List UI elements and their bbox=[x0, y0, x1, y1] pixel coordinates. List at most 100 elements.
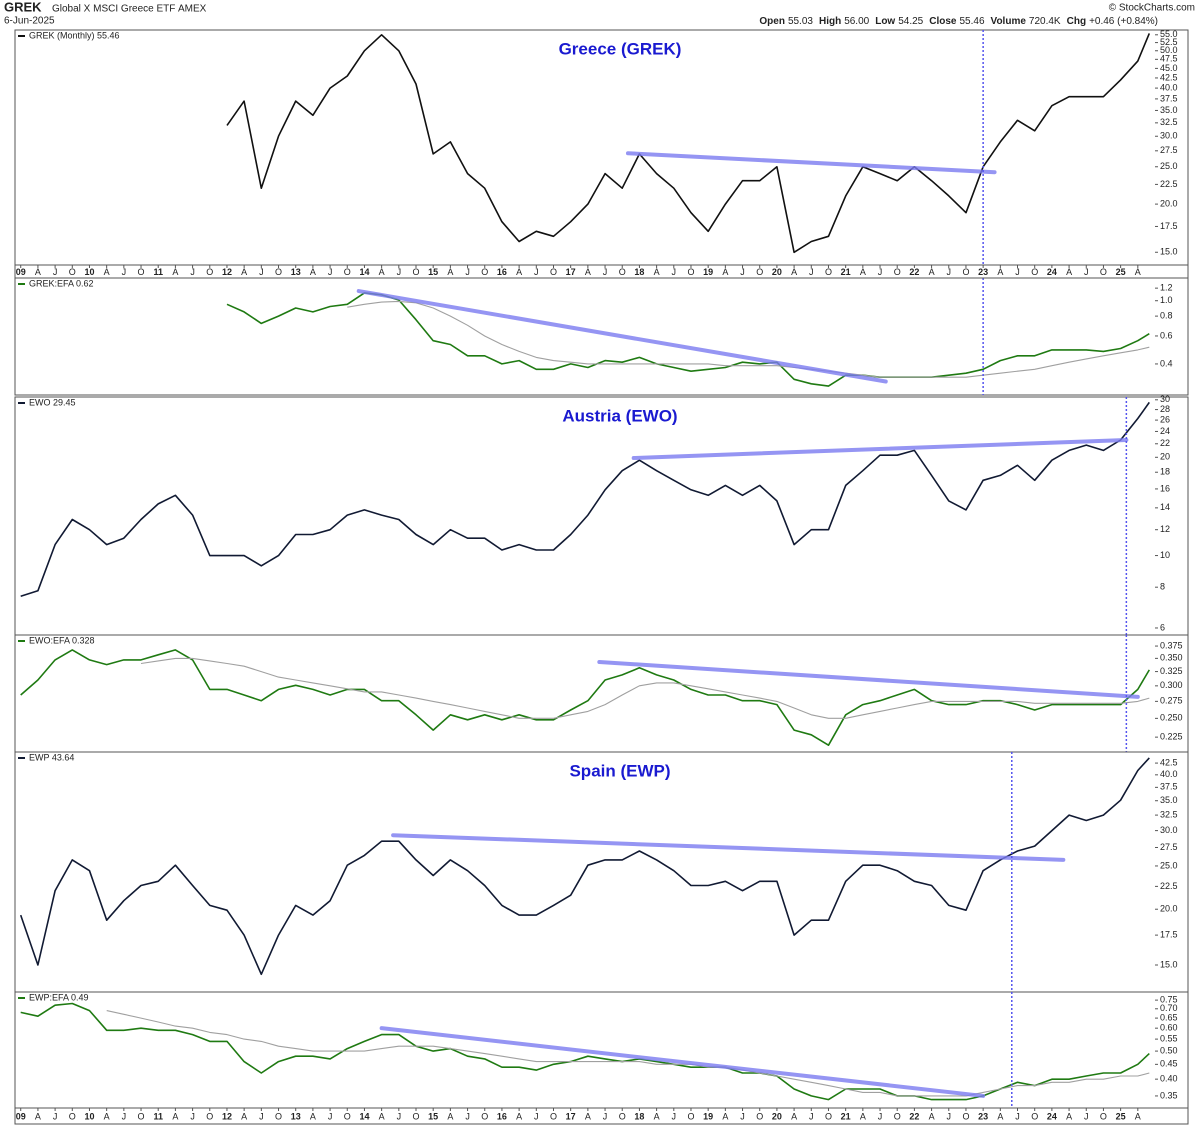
x-tick-label: A bbox=[172, 1111, 178, 1121]
x-tick-label: O bbox=[1031, 1111, 1038, 1121]
legend-label: EWP:EFA 0.49 bbox=[29, 992, 89, 1002]
trendline bbox=[631, 437, 1129, 461]
exchange: AMEX bbox=[178, 4, 207, 15]
y-tick-label: 24 bbox=[1160, 426, 1170, 436]
y-tick-label: 16 bbox=[1160, 483, 1170, 493]
y-tick-label: 8 bbox=[1160, 582, 1165, 592]
x-tick-label: A bbox=[722, 1111, 728, 1121]
panel-annotation: Greece (GREK) bbox=[559, 39, 682, 58]
series-line bbox=[140, 657, 1150, 719]
x-tick-label: J bbox=[465, 1111, 470, 1121]
y-tick-label: 14 bbox=[1160, 502, 1170, 512]
x-tick-label: O bbox=[619, 1111, 626, 1121]
x-tick-label: 20 bbox=[772, 1111, 782, 1121]
x-tick-label: A bbox=[447, 1111, 453, 1121]
x-tick-label: O bbox=[962, 1111, 969, 1121]
y-tick-label: 0.8 bbox=[1160, 310, 1173, 320]
quote: Open 55.03 High 56.00 Low 54.25 Close 55.46 Volu… bbox=[759, 16, 1158, 27]
x-tick-label: 24 bbox=[1047, 267, 1057, 277]
y-tick-label: 0.65 bbox=[1160, 1012, 1178, 1022]
y-tick-label: 0.225 bbox=[1160, 732, 1183, 742]
y-tick-label: 27.5 bbox=[1160, 842, 1178, 852]
y-tick-label: 35.0 bbox=[1160, 795, 1178, 805]
x-tick-label: J bbox=[809, 1111, 814, 1121]
trendline bbox=[597, 659, 1140, 699]
x-tick-label: O bbox=[756, 1111, 763, 1121]
x-tick-label: O bbox=[894, 267, 901, 277]
y-tick-label: 20.0 bbox=[1160, 904, 1178, 914]
x-tick-label: J bbox=[534, 1111, 539, 1121]
x-tick-label: O bbox=[206, 1111, 213, 1121]
x-tick-label: J bbox=[1084, 1111, 1089, 1121]
x-tick-label: O bbox=[619, 267, 626, 277]
x-tick-label: 11 bbox=[153, 1111, 163, 1121]
x-tick-label: A bbox=[1066, 1111, 1072, 1121]
x-tick-label: 16 bbox=[497, 1111, 507, 1121]
y-tick-label: 50.0 bbox=[1160, 45, 1178, 55]
y-tick-label: 22 bbox=[1160, 438, 1170, 448]
x-tick-label: J bbox=[603, 267, 608, 277]
x-tick-label: A bbox=[654, 267, 660, 277]
y-tick-label: 25.0 bbox=[1160, 161, 1178, 171]
series-line bbox=[347, 300, 1150, 378]
y-tick-label: 26 bbox=[1160, 414, 1170, 424]
x-tick-label: J bbox=[397, 267, 402, 277]
x-tick-label: A bbox=[35, 267, 41, 277]
x-tick-label: 19 bbox=[703, 267, 713, 277]
y-tick-label: 42.5 bbox=[1160, 72, 1178, 82]
trendline bbox=[379, 1026, 986, 1098]
series-line bbox=[19, 757, 1150, 976]
legend-label: EWP 43.64 bbox=[29, 752, 74, 762]
x-tick-label: O bbox=[756, 267, 763, 277]
y-tick-label: 18 bbox=[1160, 467, 1170, 477]
y-tick-label: 0.250 bbox=[1160, 713, 1183, 723]
symbol: GREK bbox=[4, 0, 42, 14]
y-tick-label: 10 bbox=[1160, 550, 1170, 560]
y-tick-label: 15.0 bbox=[1160, 959, 1178, 969]
y-tick-label: 22.5 bbox=[1160, 881, 1178, 891]
x-tick-label: O bbox=[69, 267, 76, 277]
x-tick-label: 19 bbox=[703, 1111, 713, 1121]
x-tick-label: O bbox=[550, 267, 557, 277]
y-tick-label: 0.6 bbox=[1160, 330, 1173, 340]
x-tick-label: A bbox=[1066, 267, 1072, 277]
x-tick-label: 16 bbox=[497, 267, 507, 277]
y-tick-label: 20.0 bbox=[1160, 198, 1178, 208]
y-tick-label: 1.2 bbox=[1160, 283, 1173, 293]
quote-label: Low bbox=[875, 16, 895, 27]
y-tick-label: 55.0 bbox=[1160, 29, 1178, 39]
x-tick-label: O bbox=[550, 1111, 557, 1121]
x-tick-label: A bbox=[516, 267, 522, 277]
x-tick-label: 18 bbox=[634, 1111, 644, 1121]
y-tick-label: 0.70 bbox=[1160, 1003, 1178, 1013]
y-tick-label: 32.5 bbox=[1160, 117, 1178, 127]
legend-label: EWO:EFA 0.328 bbox=[29, 635, 95, 645]
quote-value: +0.46 (+0.84%) bbox=[1089, 16, 1158, 27]
x-tick-label: J bbox=[740, 267, 745, 277]
x-tick-label: 12 bbox=[222, 267, 232, 277]
x-tick-label: J bbox=[397, 1111, 402, 1121]
x-tick-label: A bbox=[1135, 1111, 1141, 1121]
x-tick-label: A bbox=[929, 1111, 935, 1121]
x-tick-label: A bbox=[104, 1111, 110, 1121]
x-axis-band bbox=[14, 264, 1189, 279]
x-tick-label: O bbox=[69, 1111, 76, 1121]
fund-name: Global X MSCI Greece ETF bbox=[52, 4, 175, 15]
x-tick-label: A bbox=[310, 1111, 316, 1121]
x-tick-label: A bbox=[585, 1111, 591, 1121]
x-tick-label: 10 bbox=[84, 267, 94, 277]
trendline bbox=[391, 833, 1066, 862]
trendline bbox=[625, 151, 997, 175]
x-tick-label: A bbox=[585, 267, 591, 277]
x-tick-label: 10 bbox=[84, 1111, 94, 1121]
y-tick-label: 0.75 bbox=[1160, 994, 1178, 1004]
x-tick-label: J bbox=[190, 267, 195, 277]
y-tick-label: 28 bbox=[1160, 404, 1170, 414]
x-tick-label: J bbox=[947, 1111, 952, 1121]
x-tick-label: O bbox=[412, 1111, 419, 1121]
y-tick-label: 0.325 bbox=[1160, 666, 1183, 676]
x-tick-label: O bbox=[344, 267, 351, 277]
x-tick-label: J bbox=[465, 267, 470, 277]
x-tick-label: O bbox=[962, 267, 969, 277]
